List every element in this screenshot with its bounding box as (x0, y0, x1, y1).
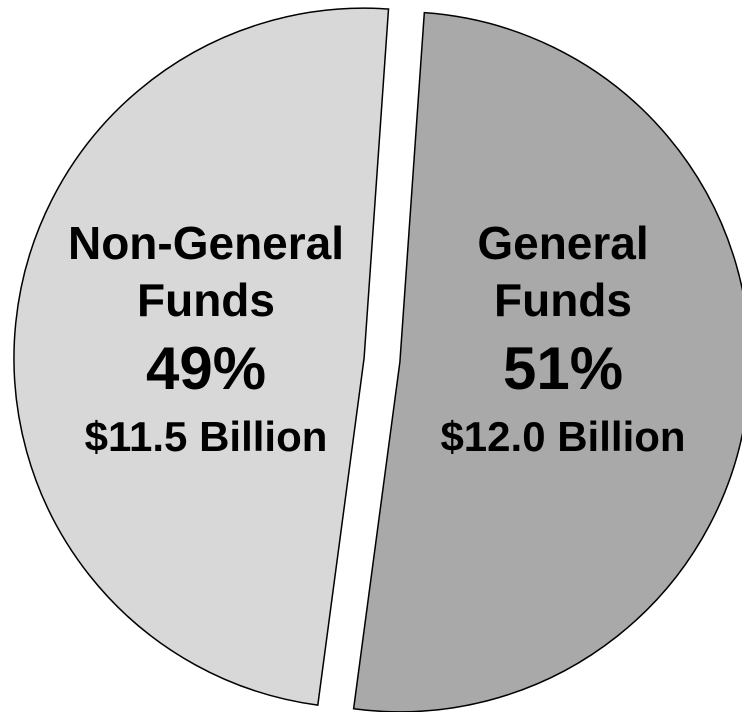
general-funds-name-line-1: General (477, 217, 648, 269)
slice-non-general-funds (13, 7, 390, 706)
non-general-funds-amount: $11.5 Billion (85, 413, 328, 460)
slice-general-funds (352, 11, 742, 712)
general-funds-percent: 51% (503, 335, 623, 402)
label-general-funds: General Funds 51% $12.0 Billion (440, 217, 685, 460)
non-general-funds-name-line-1: Non-General (68, 217, 344, 269)
non-general-funds-name-line-2: Funds (137, 274, 275, 326)
non-general-funds-percent: 49% (146, 335, 266, 402)
general-funds-name-line-2: Funds (494, 274, 632, 326)
label-non-general-funds: Non-General Funds 49% $11.5 Billion (68, 217, 344, 460)
general-funds-amount: $12.0 Billion (440, 413, 685, 460)
